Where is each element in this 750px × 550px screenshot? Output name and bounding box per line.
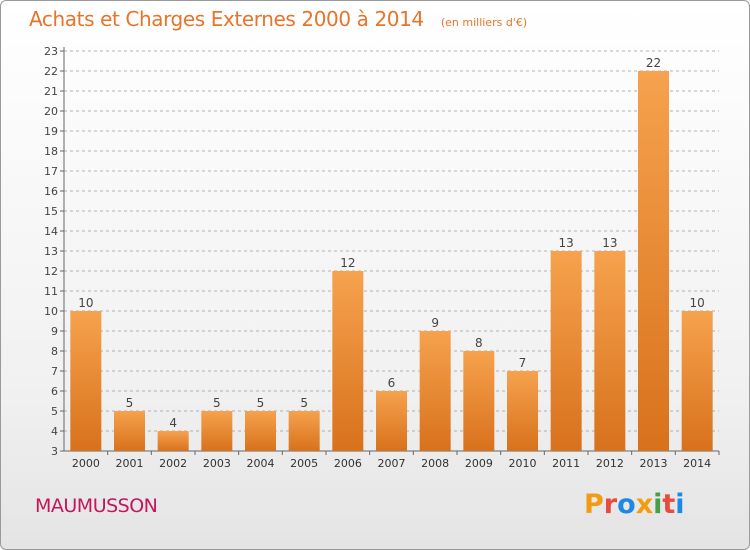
x-tick-label-2013: 2013 <box>640 457 668 470</box>
y-tick-label: 11 <box>44 285 58 298</box>
bar-2006 <box>332 271 364 451</box>
data-label-2002: 4 <box>169 416 177 430</box>
y-tick-label: 18 <box>44 145 58 158</box>
data-label-2000: 10 <box>78 296 93 310</box>
y-tick-label: 12 <box>44 265 58 278</box>
data-label-2011: 13 <box>559 236 574 250</box>
x-tick-label-2011: 2011 <box>552 457 580 470</box>
y-tick-label: 22 <box>44 65 58 78</box>
y-tick-label: 7 <box>51 365 58 378</box>
data-label-2006: 12 <box>340 256 355 270</box>
y-tick-label: 17 <box>44 165 58 178</box>
brand-letter: x <box>635 489 654 520</box>
x-tick-label-2010: 2010 <box>509 457 537 470</box>
data-label-2010: 7 <box>519 356 527 370</box>
y-tick-label: 9 <box>51 325 58 338</box>
y-tick-labels: 3 4 5 6 7 8 9 10 11 12 13 14 15 16 17 18 19 20 21 22 23 <box>44 45 58 458</box>
data-label-2013: 22 <box>646 56 661 70</box>
data-label-2008: 9 <box>431 316 439 330</box>
data-labels: 10 5 4 5 5 5 12 6 9 8 7 13 13 22 10 <box>78 56 705 430</box>
y-tick-label: 20 <box>44 105 58 118</box>
data-label-2005: 5 <box>300 396 308 410</box>
y-tick-label: 16 <box>44 185 58 198</box>
x-tick-label-2004: 2004 <box>247 457 275 470</box>
bar-2000 <box>70 311 102 451</box>
data-label-2014: 10 <box>690 296 705 310</box>
x-tick-labels: 2000 2001 2002 2003 2004 2005 2006 2007 2008 2009… <box>72 457 711 470</box>
y-tick-label: 10 <box>44 305 58 318</box>
chart-title-row: Achats et Charges Externes 2000 à 2014 (… <box>29 7 527 31</box>
bar-2014 <box>681 311 713 451</box>
y-tick-label: 21 <box>44 85 58 98</box>
x-tick-label-2014: 2014 <box>683 457 711 470</box>
bar-2002 <box>157 431 189 451</box>
bar-2005 <box>288 411 320 451</box>
bar-2013 <box>638 71 669 451</box>
y-tick-label: 6 <box>51 385 58 398</box>
x-tick-label-2008: 2008 <box>421 457 449 470</box>
y-tick-label: 4 <box>51 425 58 438</box>
brand-letter: t <box>662 489 676 520</box>
x-tick-label-2009: 2009 <box>465 457 493 470</box>
y-tick-label: 14 <box>44 225 58 238</box>
x-tick-label-2006: 2006 <box>334 457 362 470</box>
x-tick-label-2003: 2003 <box>203 457 231 470</box>
y-tick-label: 5 <box>51 405 58 418</box>
y-tick-label: 19 <box>44 125 58 138</box>
y-tick-label: 23 <box>44 45 58 58</box>
bar-2008 <box>419 331 451 451</box>
chart-title: Achats et Charges Externes 2000 à 2014 <box>29 7 424 31</box>
bar-2011 <box>550 251 582 451</box>
bar-2004 <box>245 411 276 451</box>
x-tick-label-2000: 2000 <box>72 457 100 470</box>
data-label-2012: 13 <box>602 236 617 250</box>
data-label-2009: 8 <box>475 336 483 350</box>
bar-2007 <box>376 391 407 451</box>
bars <box>70 71 713 451</box>
x-tick-label-2012: 2012 <box>596 457 624 470</box>
x-tick-label-2001: 2001 <box>116 457 144 470</box>
x-tick-label-2005: 2005 <box>290 457 318 470</box>
bar-2003 <box>201 411 233 451</box>
data-label-2003: 5 <box>213 396 221 410</box>
brand-letter: P <box>584 489 604 520</box>
bar-2012 <box>594 251 626 451</box>
bar-2010 <box>507 371 538 451</box>
y-tick-label: 3 <box>51 445 58 458</box>
data-label-2007: 6 <box>388 376 396 390</box>
commune-name: MAUMUSSON <box>35 495 158 517</box>
y-tick-label: 8 <box>51 345 58 358</box>
brand-logo: Proxiti <box>584 489 685 520</box>
bar-2009 <box>463 351 495 451</box>
data-label-2004: 5 <box>257 396 265 410</box>
y-tick-label: 15 <box>44 205 58 218</box>
brand-letter: i <box>675 489 685 520</box>
y-tick-label: 13 <box>44 245 58 258</box>
bar-2001 <box>114 411 145 451</box>
chart-unit: (en milliers d'€) <box>440 16 528 29</box>
x-tick-label-2002: 2002 <box>159 457 187 470</box>
brand-letter: r <box>603 489 618 520</box>
data-label-2001: 5 <box>126 396 134 410</box>
x-tick-label-2007: 2007 <box>378 457 406 470</box>
brand-letter: o <box>617 489 636 520</box>
brand-letter: i <box>653 489 663 520</box>
